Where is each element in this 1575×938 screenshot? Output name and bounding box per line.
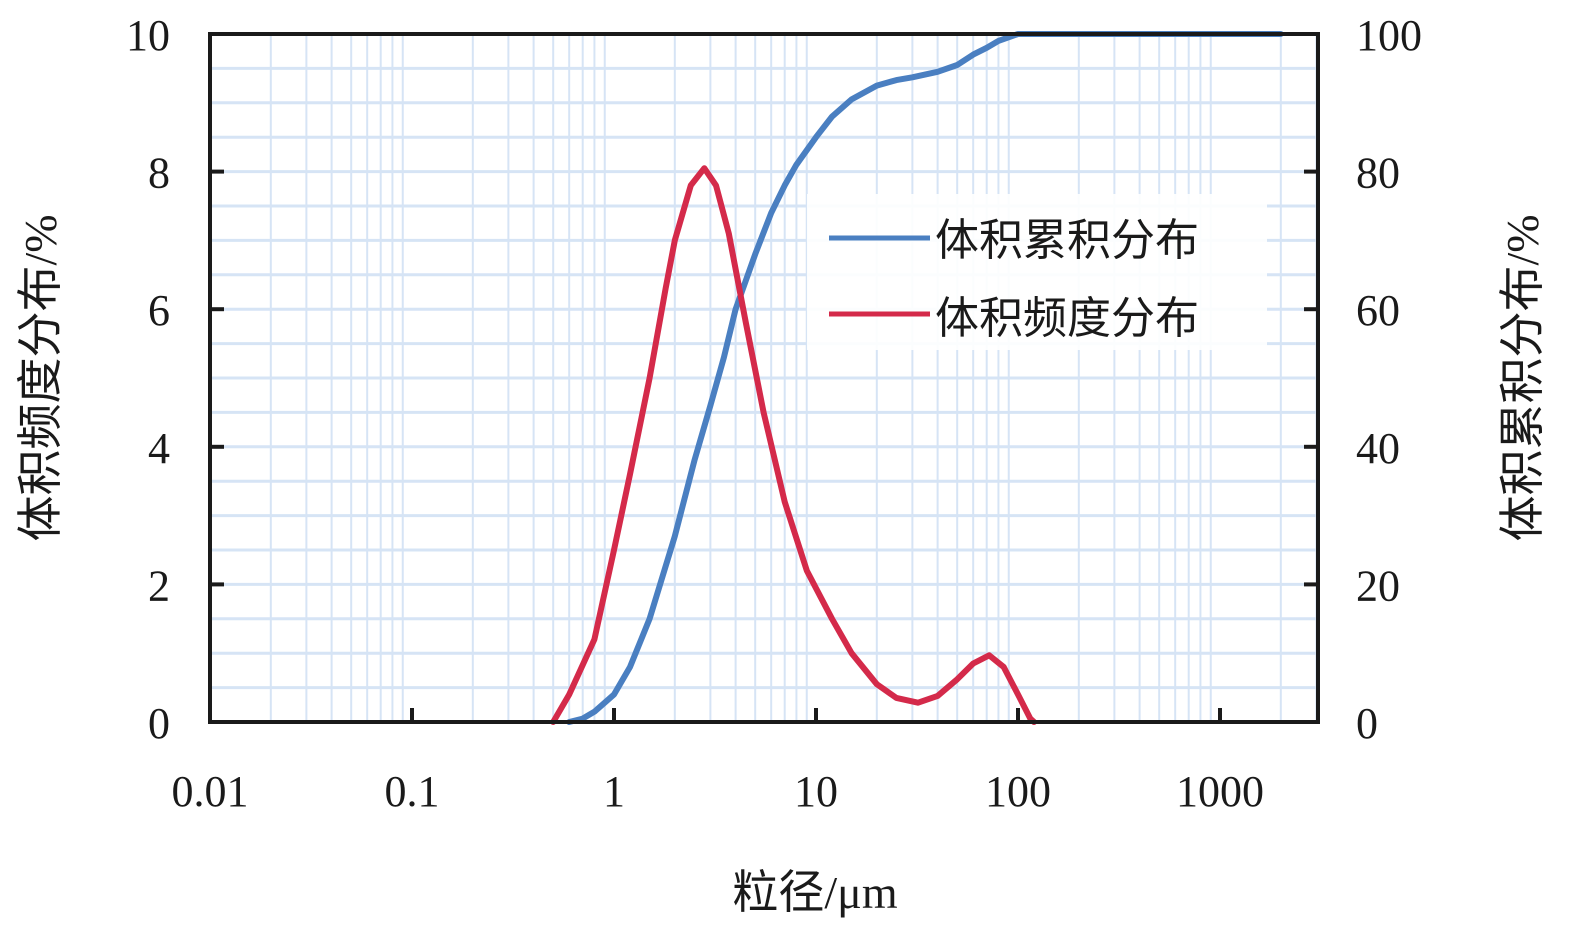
left-y-tick-label: 2 [148, 561, 170, 610]
x-tick-label: 10 [794, 767, 838, 816]
left-y-tick-label: 4 [148, 424, 170, 473]
axes [208, 32, 1320, 724]
x-tick-label: 1 [603, 767, 625, 816]
x-tick-label: 1000 [1176, 767, 1264, 816]
right-y-tick-label: 60 [1356, 286, 1400, 335]
left-y-axis-title: 体积频度分布/% [15, 214, 66, 541]
x-tick-label: 0.01 [172, 767, 249, 816]
legend: 体积累积分布 体积频度分布 [807, 194, 1267, 350]
series-line-cumulative [566, 31, 1284, 725]
plot-frame [208, 32, 1320, 724]
right-y-tick-label: 0 [1356, 699, 1378, 748]
x-tick-label: 0.1 [385, 767, 440, 816]
left-y-tick-label: 6 [148, 286, 170, 335]
legend-label-frequency: 体积频度分布 [935, 294, 1199, 343]
right-y-tick-label: 100 [1356, 11, 1422, 60]
left-y-tick-label: 0 [148, 699, 170, 748]
series-layer [550, 31, 1284, 725]
right-y-tick-label: 80 [1356, 149, 1400, 198]
x-axis-title: 粒径/μm [732, 867, 897, 918]
grid [210, 34, 1318, 722]
legend-background [807, 194, 1267, 350]
left-y-tick-label: 10 [126, 11, 170, 60]
left-y-tick-label: 8 [148, 149, 170, 198]
x-tick-label: 100 [985, 767, 1051, 816]
right-y-tick-label: 20 [1356, 561, 1400, 610]
right-y-tick-label: 40 [1356, 424, 1400, 473]
right-y-axis-title: 体积累积分布/% [1497, 214, 1548, 541]
legend-label-cumulative: 体积累积分布 [935, 216, 1199, 265]
series-line-frequency [550, 165, 1037, 725]
